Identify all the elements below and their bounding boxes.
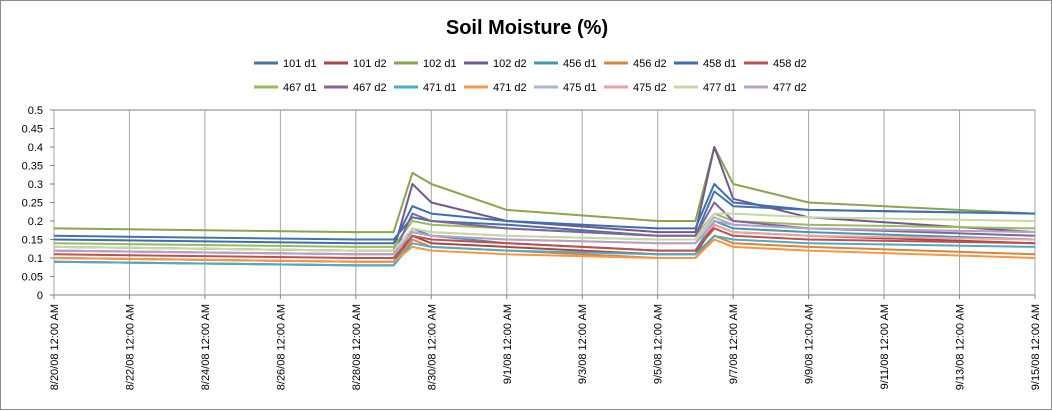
x-tick-label: 9/15/08 12:00 AM xyxy=(1030,304,1042,390)
legend-label: 475 d2 xyxy=(633,82,667,94)
y-tick-label: 0.35 xyxy=(22,161,43,173)
y-tick-label: 0.45 xyxy=(22,124,43,136)
y-tick-label: 0.1 xyxy=(28,253,43,265)
x-tick-label: 8/20/08 12:00 AM xyxy=(49,304,61,390)
y-tick-label: 0.05 xyxy=(22,272,43,284)
x-tick-label: 9/9/08 12:00 AM xyxy=(804,304,816,384)
x-tick-label: 9/7/08 12:00 AM xyxy=(728,304,740,384)
legend-label: 456 d1 xyxy=(563,58,597,70)
x-tick-label: 9/13/08 12:00 AM xyxy=(955,304,967,390)
series-line-458-d1 xyxy=(53,183,1036,245)
y-tick-label: 0.4 xyxy=(28,142,43,154)
x-tick-label: 9/11/08 12:00 AM xyxy=(879,304,891,389)
x-tick-label: 9/1/08 12:00 AM xyxy=(502,304,514,384)
legend-label: 477 d1 xyxy=(703,82,737,94)
legend-label: 471 d1 xyxy=(423,82,457,94)
y-tick-label: 0.3 xyxy=(28,179,43,191)
x-tick-label: 8/24/08 12:00 AM xyxy=(200,304,212,390)
series-line-477-d2 xyxy=(53,220,1036,256)
y-tick-label: 0.15 xyxy=(22,235,43,247)
chart-title: Soil Moisture (%) xyxy=(446,17,608,39)
legend-label: 477 d2 xyxy=(773,82,807,94)
x-tick-label: 8/30/08 12:00 AM xyxy=(426,304,438,390)
plot-border xyxy=(53,109,1036,296)
legend-label: 101 d1 xyxy=(283,58,317,70)
legend-label: 458 d1 xyxy=(703,58,737,70)
legend-label: 467 d1 xyxy=(283,82,317,94)
x-tick-label: 8/26/08 12:00 AM xyxy=(275,304,287,390)
x-tick-label: 9/5/08 12:00 AM xyxy=(653,304,665,384)
y-tick-label: 0.5 xyxy=(28,105,43,117)
x-tick-label: 8/28/08 12:00 AM xyxy=(351,304,363,390)
series-line-102-d1 xyxy=(53,146,1036,234)
legend-label: 101 d2 xyxy=(353,58,387,70)
legend-label: 458 d2 xyxy=(773,58,807,70)
legend-label: 471 d2 xyxy=(493,82,527,94)
x-tick-label: 8/22/08 12:00 AM xyxy=(124,304,136,390)
legend-label: 467 d2 xyxy=(353,82,387,94)
y-tick-label: 0.2 xyxy=(28,216,43,228)
series-line-101-d1 xyxy=(53,190,1036,241)
x-tick-label: 9/3/08 12:00 AM xyxy=(577,304,589,384)
series-line-471-d1 xyxy=(53,234,1036,267)
series-line-458-d2 xyxy=(53,227,1036,259)
legend-label: 456 d2 xyxy=(633,58,667,70)
legend-label: 102 d1 xyxy=(423,58,457,70)
series-line-477-d1 xyxy=(53,212,1036,252)
legend-label: 475 d1 xyxy=(563,82,597,94)
series-line-471-d2 xyxy=(53,238,1036,263)
plot-area: 8/20/08 12:00 AM 8/22/08 12:00 AM 8/24/08 … xyxy=(22,105,1042,390)
legend-label: 102 d2 xyxy=(493,58,527,70)
y-tick-label: 0.25 xyxy=(22,198,43,210)
legend: 101 d1 101 d2 102 d1 102 d2 456 d1 456 d2 458 … xyxy=(254,58,807,94)
y-tick-label: 0 xyxy=(37,290,43,302)
